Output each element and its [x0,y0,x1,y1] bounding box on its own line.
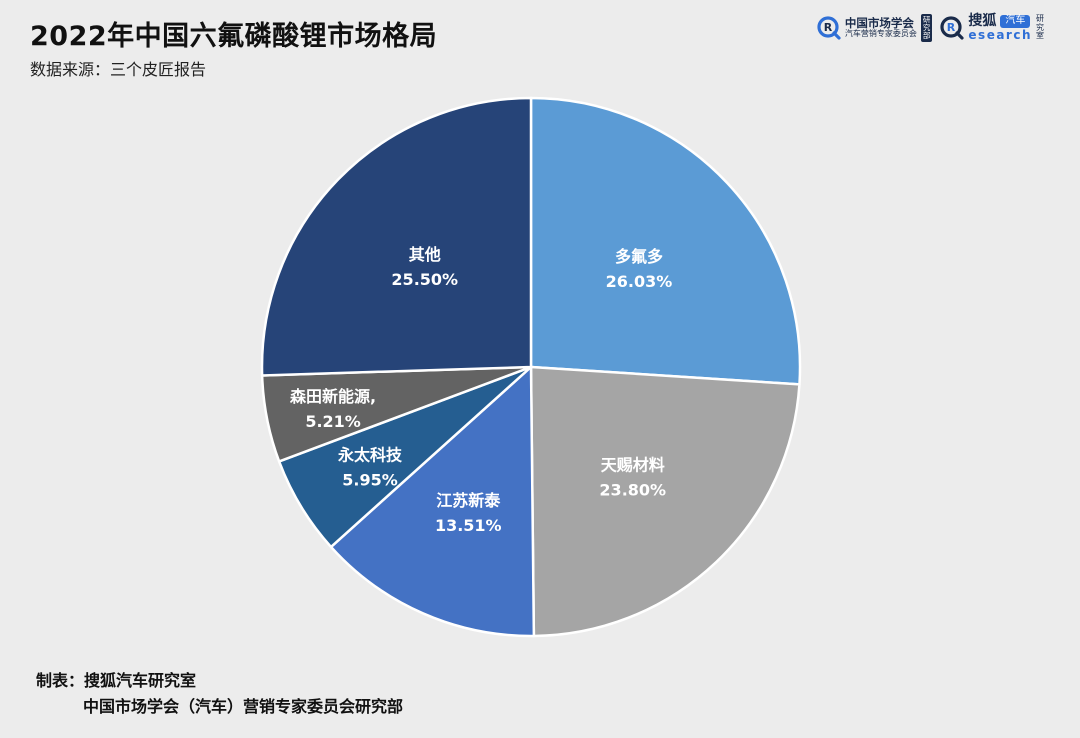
slice-value-label: 26.03% [606,272,673,291]
slice-label: 多氟多 [615,247,663,266]
cma-logo-name: 中国市场学会 [844,16,914,31]
slice-value-label: 13.51% [435,516,502,535]
pie-slice [329,365,536,638]
slice-label: 永太科技 [337,446,403,465]
slice-label: 其他 [409,245,441,264]
slice-value-label: 23.80% [599,480,666,499]
slice-label: 森田新能源, [290,387,376,406]
cma-logo-sub: 汽车营销专家委员会 [844,28,917,38]
pie-slice [529,365,801,638]
pie-slice [529,96,802,386]
cma-logo: R 中国市场学会 汽车营销专家委员会 研 究 部 [817,14,933,42]
footer-org: 中国市场学会（汽车）营销专家委员会研究部 [83,697,404,716]
footer: 制表：搜狐汽车研究室 中国市场学会（汽车）营销专家委员会研究部 [36,668,403,720]
svg-text:R: R [824,21,833,34]
chart-title: 2022年中国六氟磷酸锂市场格局 [30,21,438,52]
sohu-logo-badge: 汽车 [1000,15,1031,28]
slice-value-label: 5.95% [342,471,398,490]
slice-value-label: 5.21% [305,412,361,431]
cma-logo-tag: 研 究 部 [920,14,933,42]
sohu-logo-sub: esearch [968,27,1032,42]
data-source: 数据来源：三个皮匠报告 [30,60,207,79]
research-r-logo-icon: R [940,16,965,40]
svg-text:R: R [947,21,956,34]
pie-slice [260,96,533,377]
search-r-logo-icon: R [817,16,841,40]
slice-label: 江苏新泰 [436,491,501,510]
slice-label: 天赐材料 [601,455,665,474]
logo-area: R 中国市场学会 汽车营销专家委员会 研 究 部 R 搜狐 汽车 esearch… [817,14,1044,42]
sohu-logo-name: 搜狐 [968,13,997,30]
slice-value-label: 25.50% [391,270,458,289]
sohu-auto-research-logo: R 搜狐 汽车 esearch 研 究 室 [940,14,1044,41]
sohu-logo-tag: 研 究 室 [1036,14,1044,40]
footer-maker: 制表：搜狐汽车研究室 [36,671,197,690]
